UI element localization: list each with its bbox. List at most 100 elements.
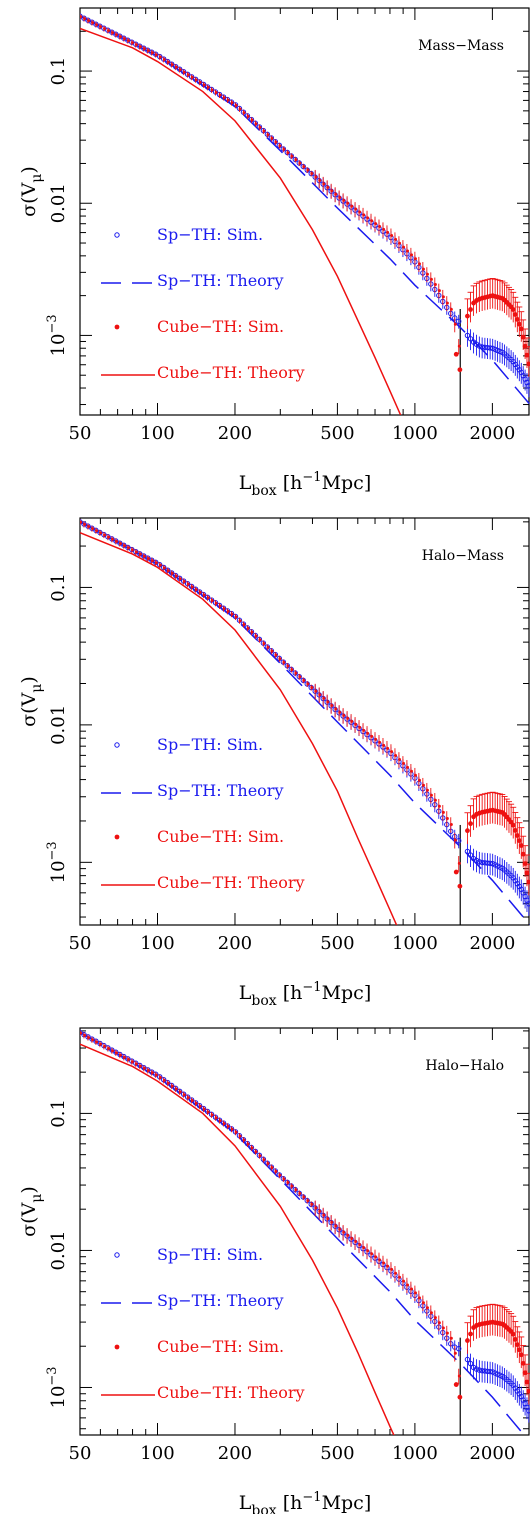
cube-sim-point	[146, 49, 150, 53]
cube-sim-point	[174, 574, 178, 578]
sp-sim-point	[479, 859, 485, 866]
cube-sim-point	[238, 619, 242, 623]
cube-sim-point	[282, 1177, 286, 1181]
cube-sim-point	[338, 1227, 342, 1231]
cube-sim-point	[510, 822, 516, 828]
cube-sim-point	[433, 1316, 437, 1320]
cube-sim-point	[278, 144, 282, 148]
cube-sim-point	[512, 1337, 518, 1342]
y-axis-title: σ(Vμ)	[18, 1186, 45, 1237]
cube-sim-point	[190, 585, 194, 589]
cube-sim-point	[370, 1252, 374, 1256]
cube-sim-point	[453, 838, 457, 842]
cube-sim-point	[330, 1220, 334, 1224]
cube-sim-point	[386, 746, 390, 750]
cube-sim-point	[238, 107, 242, 111]
cube-sim-point	[366, 216, 370, 220]
cube-sim-point	[286, 151, 290, 155]
cube-sim-point	[254, 122, 258, 126]
cube-sim-point	[194, 1101, 198, 1105]
cube-sim-point	[330, 703, 334, 707]
cube-sim-point	[162, 58, 166, 62]
cube-sim-point	[222, 96, 226, 100]
cube-sim-point	[524, 870, 530, 876]
cube-sim-point	[246, 1142, 250, 1146]
cube-sim-point	[250, 630, 254, 634]
cube-sim-point	[170, 571, 174, 575]
cube-sim-point	[290, 1184, 294, 1188]
cube-sim-point	[107, 1047, 111, 1051]
cube-sim-point	[226, 1124, 230, 1128]
cube-sim-point	[110, 537, 114, 541]
cube-sim-point	[354, 1240, 358, 1244]
cube-sim-point	[214, 601, 218, 605]
sp-sim-point	[473, 857, 480, 864]
cube-sim-point	[429, 1311, 433, 1315]
sp-theory-line	[80, 521, 530, 925]
cube-sim-point	[421, 783, 425, 787]
cube-sim-point	[366, 731, 370, 735]
cube-sim-point	[202, 593, 206, 597]
cube-sim-point	[95, 23, 99, 27]
cube-sim-point	[270, 1165, 274, 1169]
cube-sim-point	[134, 43, 138, 47]
chart-panel-3: 50 100 200 500 1000 2000 0.1 0.01 10−3 σ(Vμ) Lbox …	[18, 1027, 530, 1514]
cube-sim-point	[350, 719, 354, 723]
cube-sim-point	[453, 351, 459, 357]
cube-sim-point	[441, 1326, 445, 1330]
cube-sim-point	[318, 693, 322, 697]
cube-sim-point	[91, 21, 95, 25]
sp-sim-point	[467, 852, 474, 858]
cube-sim-point	[278, 1173, 282, 1177]
cube-sim-point	[526, 879, 530, 885]
legend-label: Sp−TH: Sim.	[157, 735, 263, 754]
sp-sim-point	[482, 860, 488, 866]
sp-sim-point	[473, 1366, 480, 1372]
cube-sim-point	[266, 645, 270, 649]
cube-sim-point	[413, 257, 417, 261]
cube-sim-point	[457, 1374, 461, 1378]
sp-sim-point	[456, 1345, 462, 1352]
cube-sim-point	[254, 634, 258, 638]
cube-sim-point	[250, 118, 254, 122]
cube-sim-point	[210, 598, 214, 602]
cube-sim-point	[150, 1071, 154, 1075]
cube-sim-point	[402, 1279, 406, 1283]
cube-sim-point	[441, 295, 445, 299]
cube-sim-point	[350, 1236, 354, 1240]
sp-sim-point	[482, 344, 488, 351]
cube-sim-point	[516, 1347, 522, 1353]
legend-label: Cube−TH: Sim.	[157, 317, 284, 336]
cube-sim-point	[107, 29, 111, 33]
cube-sim-point	[465, 1338, 470, 1343]
cube-sim-point	[170, 1084, 174, 1088]
cube-sim-point	[374, 222, 378, 226]
cube-sim-point	[114, 1051, 118, 1055]
cube-sim-point	[346, 716, 350, 720]
cube-sim-point	[246, 114, 250, 118]
sp-sim-point	[464, 332, 471, 339]
cube-sim-point	[122, 1055, 126, 1059]
sp-sim-point	[526, 383, 530, 389]
cube-sim-point	[362, 728, 366, 732]
cube-sim-point	[210, 88, 214, 92]
plot-frame	[79, 1027, 530, 1436]
legend-cube-sim-marker	[114, 834, 120, 840]
cube-sim-point	[278, 657, 282, 661]
x-tick-label: 100	[140, 1443, 174, 1464]
sp-sim-point	[476, 1367, 483, 1373]
cube-sim-point	[146, 1068, 150, 1072]
legend: Sp−TH: Sim. Sp−TH: Theory Cube−TH: Sim. Cub…	[101, 735, 305, 892]
cube-sim-point	[310, 686, 314, 690]
x-tick-label: 2000	[469, 1443, 515, 1464]
legend-sp-sim-marker	[114, 1252, 120, 1258]
y-tick-label: 0.1	[48, 1099, 69, 1128]
cube-sim-point	[445, 816, 449, 820]
cube-sim-point	[214, 1116, 218, 1120]
legend-cube-sim-marker	[114, 1344, 120, 1350]
cube-sim-point	[322, 1213, 326, 1217]
plot-frame	[79, 7, 530, 416]
cube-sim-point	[182, 1093, 186, 1097]
cube-sim-point	[158, 563, 162, 567]
legend-label: Cube−TH: Theory	[157, 363, 305, 382]
